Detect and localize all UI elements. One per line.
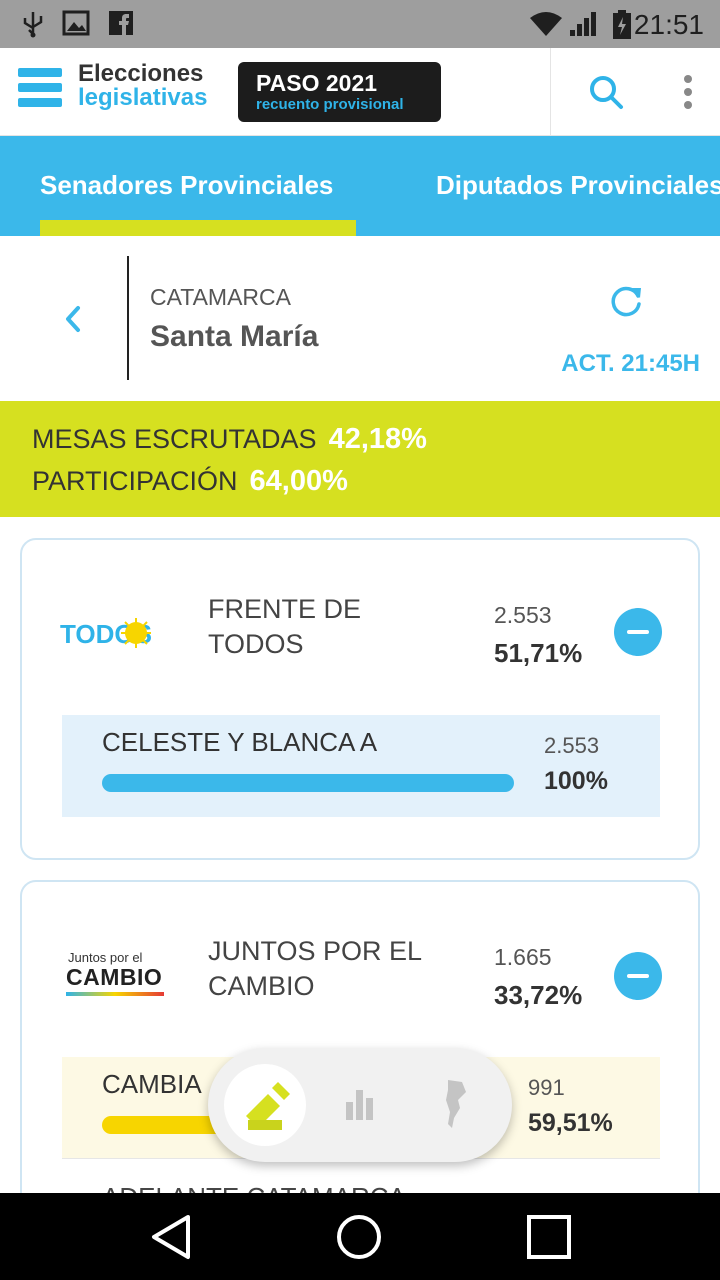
- active-tab-indicator: [40, 220, 356, 236]
- party-name-line2: TODOS: [208, 629, 304, 659]
- participacion-row: PARTICIPACIÓN 64,00%: [32, 465, 348, 498]
- logo-title-line1: Elecciones: [78, 60, 204, 87]
- wifi-icon: [530, 12, 562, 36]
- app-header: Elecciones legislativas PASO 2021 recuen…: [0, 48, 720, 136]
- party-percentage: 51,71%: [494, 638, 583, 668]
- ballot-icon: [246, 1082, 290, 1130]
- paso-badge-subtitle: recuento provisional: [256, 96, 404, 113]
- party-votes: 2.553: [494, 602, 552, 628]
- usb-icon: [23, 12, 43, 38]
- list-votes: 2.553: [544, 733, 600, 758]
- search-icon[interactable]: [588, 74, 624, 110]
- party-name-line1: JUNTOS POR EL: [208, 936, 423, 966]
- tab-diputados-provinciales[interactable]: Diputados Provinciales: [436, 170, 720, 200]
- mesas-escrutadas-row: MESAS ESCRUTADAS 42,18%: [32, 423, 427, 456]
- list-percentage: 59,51%: [528, 1109, 613, 1137]
- more-options-icon[interactable]: [682, 74, 694, 110]
- list-name: CAMBIA: [102, 1069, 202, 1099]
- system-navigation-bar: [0, 1193, 720, 1280]
- list-progress-fill: [102, 774, 514, 792]
- paso-badge: PASO 2021 recuento provisional: [238, 62, 441, 122]
- party-votes: 1.665: [494, 944, 552, 970]
- mesas-escrutadas-value: 42,18%: [328, 423, 427, 455]
- header-divider: [550, 48, 551, 136]
- bar-chart-icon[interactable]: [342, 1086, 378, 1122]
- todos-logo: TODOS: [60, 618, 180, 649]
- facebook-icon: [109, 11, 133, 35]
- participacion-value: 64,00%: [249, 465, 348, 497]
- recents-square-icon[interactable]: [526, 1214, 572, 1260]
- list-row-celeste-y-blanca-a: CELESTE Y BLANCA A 2.553 100%: [62, 715, 660, 817]
- todos-logo-graphic: TODOS: [60, 618, 152, 649]
- province-name: CATAMARCA: [150, 284, 291, 310]
- list-name: CELESTE Y BLANCA A: [102, 727, 378, 757]
- list-votes: 991: [528, 1075, 565, 1100]
- locality-name: Santa María: [150, 320, 319, 353]
- tab-senadores-provinciales[interactable]: Senadores Provinciales: [40, 170, 334, 200]
- tab-bar: Senadores Provinciales Diputados Provinc…: [0, 136, 720, 236]
- list-percentage: 100%: [544, 767, 608, 795]
- jxc-logo-line2: CAMBIO: [66, 964, 163, 990]
- status-bar: 21:51: [0, 0, 720, 48]
- home-circle-icon[interactable]: [336, 1214, 382, 1260]
- clock: 21:51: [633, 9, 704, 40]
- refresh-icon[interactable]: [607, 282, 645, 320]
- scrutiny-summary: MESAS ESCRUTADAS 42,18% PARTICIPACIÓN 64,0…: [0, 401, 720, 517]
- party-card-frente-de-todos[interactable]: TODOS FRENTE DE TODOS 2.553 51,71% CELES…: [20, 538, 700, 860]
- minus-icon: [627, 974, 649, 978]
- image-icon: [62, 10, 90, 36]
- mesas-escrutadas-label: MESAS ESCRUTADAS: [32, 424, 317, 454]
- jxc-logo-stripe: [66, 992, 164, 996]
- list-progress-bar: [102, 774, 514, 792]
- ballot-nav-button[interactable]: [224, 1064, 306, 1146]
- party-percentage: 33,72%: [494, 980, 583, 1010]
- logo-title-line2: legislativas: [78, 84, 208, 111]
- minus-icon: [627, 630, 649, 634]
- logo-flag-icon: [18, 68, 62, 107]
- signal-icon: [570, 12, 596, 36]
- juntos-por-el-cambio-logo: Juntos por el CAMBIO: [66, 950, 166, 996]
- back-triangle-icon[interactable]: [148, 1213, 194, 1261]
- floating-navigation: [208, 1048, 512, 1162]
- collapse-button[interactable]: [614, 952, 662, 1000]
- party-name-line2: CAMBIO: [208, 971, 315, 1001]
- jxc-logo-line1: Juntos por el: [68, 950, 143, 965]
- location-divider: [127, 256, 129, 380]
- collapse-button[interactable]: [614, 608, 662, 656]
- argentina-map-icon[interactable]: [440, 1078, 470, 1130]
- participacion-label: PARTICIPACIÓN: [32, 466, 238, 496]
- paso-badge-title: PASO 2021: [256, 70, 378, 96]
- battery-icon: [613, 10, 631, 39]
- back-chevron-icon[interactable]: [62, 304, 84, 334]
- party-name-line1: FRENTE DE: [208, 594, 362, 624]
- last-update-time: ACT. 21:45H: [561, 350, 700, 377]
